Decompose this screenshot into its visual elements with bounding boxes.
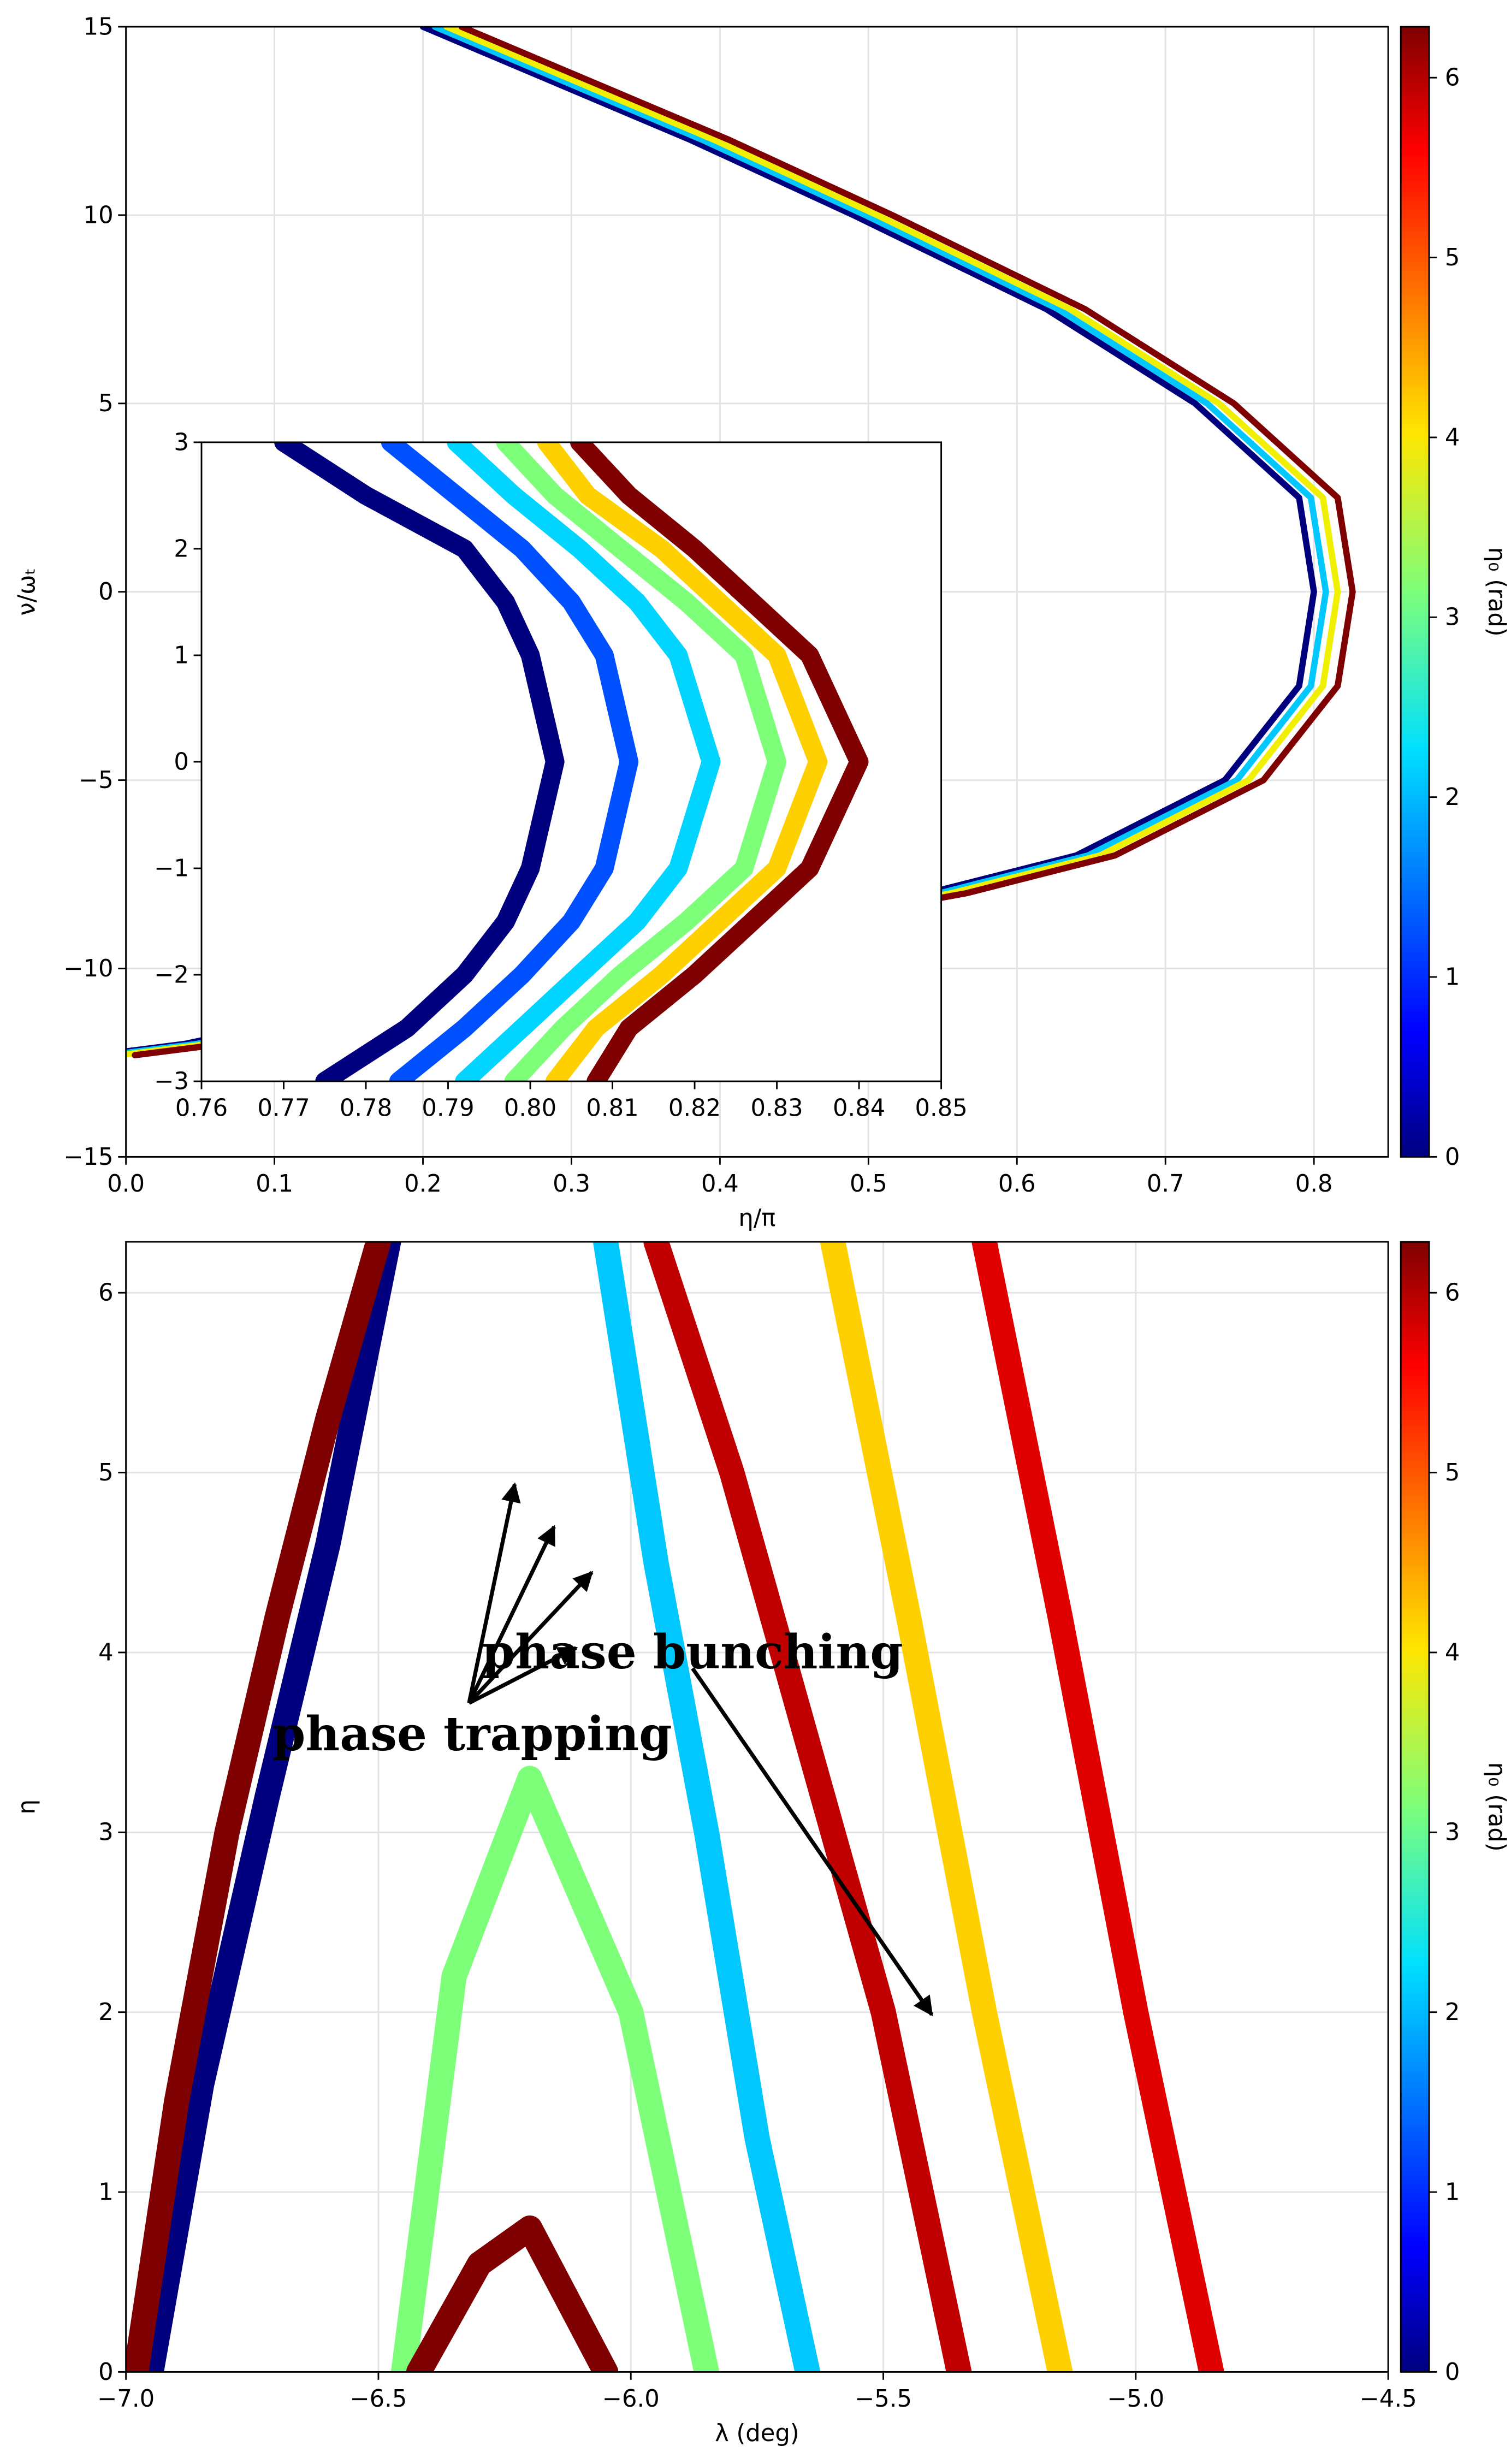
curve [390,1766,719,2372]
x-tick-label: 0.7 [1147,1170,1184,1198]
annotation: phase bunching [482,1625,903,1680]
curve [126,1242,391,2372]
x-tick-label: 0.79 [422,1094,474,1122]
plot-frame [125,26,1389,1158]
x-tick-label: −6.5 [349,2385,407,2413]
y-tick-label: 15 [84,13,114,40]
annotation-arrow [468,1646,578,1705]
x-tick-label: 0.80 [504,1094,556,1122]
curve [496,442,786,1082]
y-tick-label: 3 [174,429,189,456]
colorbar-tick-label: 2 [1445,1999,1460,2026]
colorbar-tick-label: 6 [1445,64,1460,92]
annotation-arrow [467,1482,521,1704]
colorbar-tick-label: 4 [1445,1639,1460,1666]
y-tick-label: 0 [174,748,189,775]
colorbar-tick-label: 2 [1445,784,1460,811]
y-tick-label: −15 [63,1144,113,1171]
x-tick-label: 0.82 [668,1094,721,1122]
y-tick-label: 4 [98,1639,114,1666]
y-tick-label: 3 [98,1819,114,1846]
series-group [126,1242,1224,2372]
curve [820,1242,1073,2372]
x-axis-label: η/π [738,1205,775,1232]
x-tick-label: −6.0 [602,2385,660,2413]
colorbar [1400,1241,1430,2373]
colorbar-label: η₀ (rad) [1483,547,1510,637]
x-tick-label: 0.76 [175,1094,228,1122]
x-tick-label: 0.2 [404,1170,442,1198]
colorbar-tick-label: 5 [1445,244,1460,271]
x-tick-label: 0.85 [915,1094,967,1122]
colorbar-tick-label: 0 [1445,2359,1460,2386]
annotation: phase trapping [272,1707,672,1762]
colorbar-tick-label: 4 [1445,424,1460,451]
curve [381,442,639,1082]
x-tick-label: −7.0 [97,2385,155,2413]
curve [447,442,721,1082]
curve [570,442,869,1082]
annotation-arrow [467,1525,556,1704]
colorbar-tick-label: 6 [1445,1280,1460,1307]
x-tick-label: 0.1 [256,1170,293,1198]
y-tick-label: 0 [98,2359,114,2386]
x-tick-label: 0.8 [1295,1170,1333,1198]
annotation-arrow [467,1571,594,1704]
colorbar-tick-label: 3 [1445,604,1460,631]
colorbar-tick-label: 1 [1445,963,1460,991]
curve [537,442,828,1082]
y-tick-label: 2 [174,535,189,562]
y-tick-label: −2 [154,961,189,988]
colorbar-tick-label: 0 [1445,1144,1460,1171]
curve [593,1242,820,2372]
colorbar-tick-label: 5 [1445,1459,1460,1486]
x-tick-label: −5.5 [855,2385,912,2413]
y-tick-label: 2 [98,1999,114,2026]
series-group [274,442,869,1082]
x-tick-label: 0.6 [998,1170,1036,1198]
x-tick-label: 0.84 [833,1094,885,1122]
x-tick-label: −4.5 [1360,2385,1417,2413]
curve [643,1242,972,2372]
y-tick-label: −5 [79,767,114,794]
curve [406,2215,619,2372]
x-axis-label: λ (deg) [715,2420,799,2447]
plot-frame [200,441,943,1082]
x-tick-label: 0.5 [850,1170,887,1198]
colorbar-tick-label: 1 [1445,2178,1460,2206]
panel: 0.76 0.77 0.78 0.79 0.80 0.81 0.82 0.83 0.84 0.85… [154,429,968,1122]
y-tick-label: 6 [98,1280,114,1307]
x-tick-label: 0.77 [257,1094,310,1122]
x-tick-label: 0.3 [553,1170,590,1198]
y-axis-label: η [13,1799,40,1814]
y-tick-label: −10 [63,955,113,982]
annotation-arrow [691,1667,934,2017]
colorbar-tick-label: 3 [1445,1819,1460,1846]
x-tick-label: 0.78 [340,1094,392,1122]
colorbar-label: η₀ (rad) [1483,1762,1510,1852]
curve [971,1242,1224,2372]
plot-background [126,1242,1389,2372]
y-tick-label: 1 [98,2178,114,2206]
y-tick-label: 1 [174,642,189,669]
curve [138,1242,401,2372]
x-tick-label: 0.0 [107,1170,145,1198]
y-tick-label: 0 [98,578,114,606]
y-tick-label: 10 [84,202,114,229]
x-tick-label: 0.83 [750,1094,803,1122]
x-tick-label: 0.81 [586,1094,638,1122]
x-tick-label: 0.4 [701,1170,739,1198]
y-axis-label: ν/ωₜ [13,568,40,616]
colorbar [1400,26,1430,1158]
plot-frame [125,1241,1389,2373]
y-tick-label: 5 [98,390,114,417]
y-tick-label: 5 [98,1459,114,1486]
y-tick-label: −3 [154,1068,189,1095]
x-tick-label: −5.0 [1107,2385,1164,2413]
panel: −7.0 −6.5 −6.0 −5.5 −5.0 −4.5 0 1 2 3 4 5 6 λ (deg) η 0… [13,1241,1510,2447]
y-tick-label: −1 [154,855,189,882]
curve [274,442,565,1082]
